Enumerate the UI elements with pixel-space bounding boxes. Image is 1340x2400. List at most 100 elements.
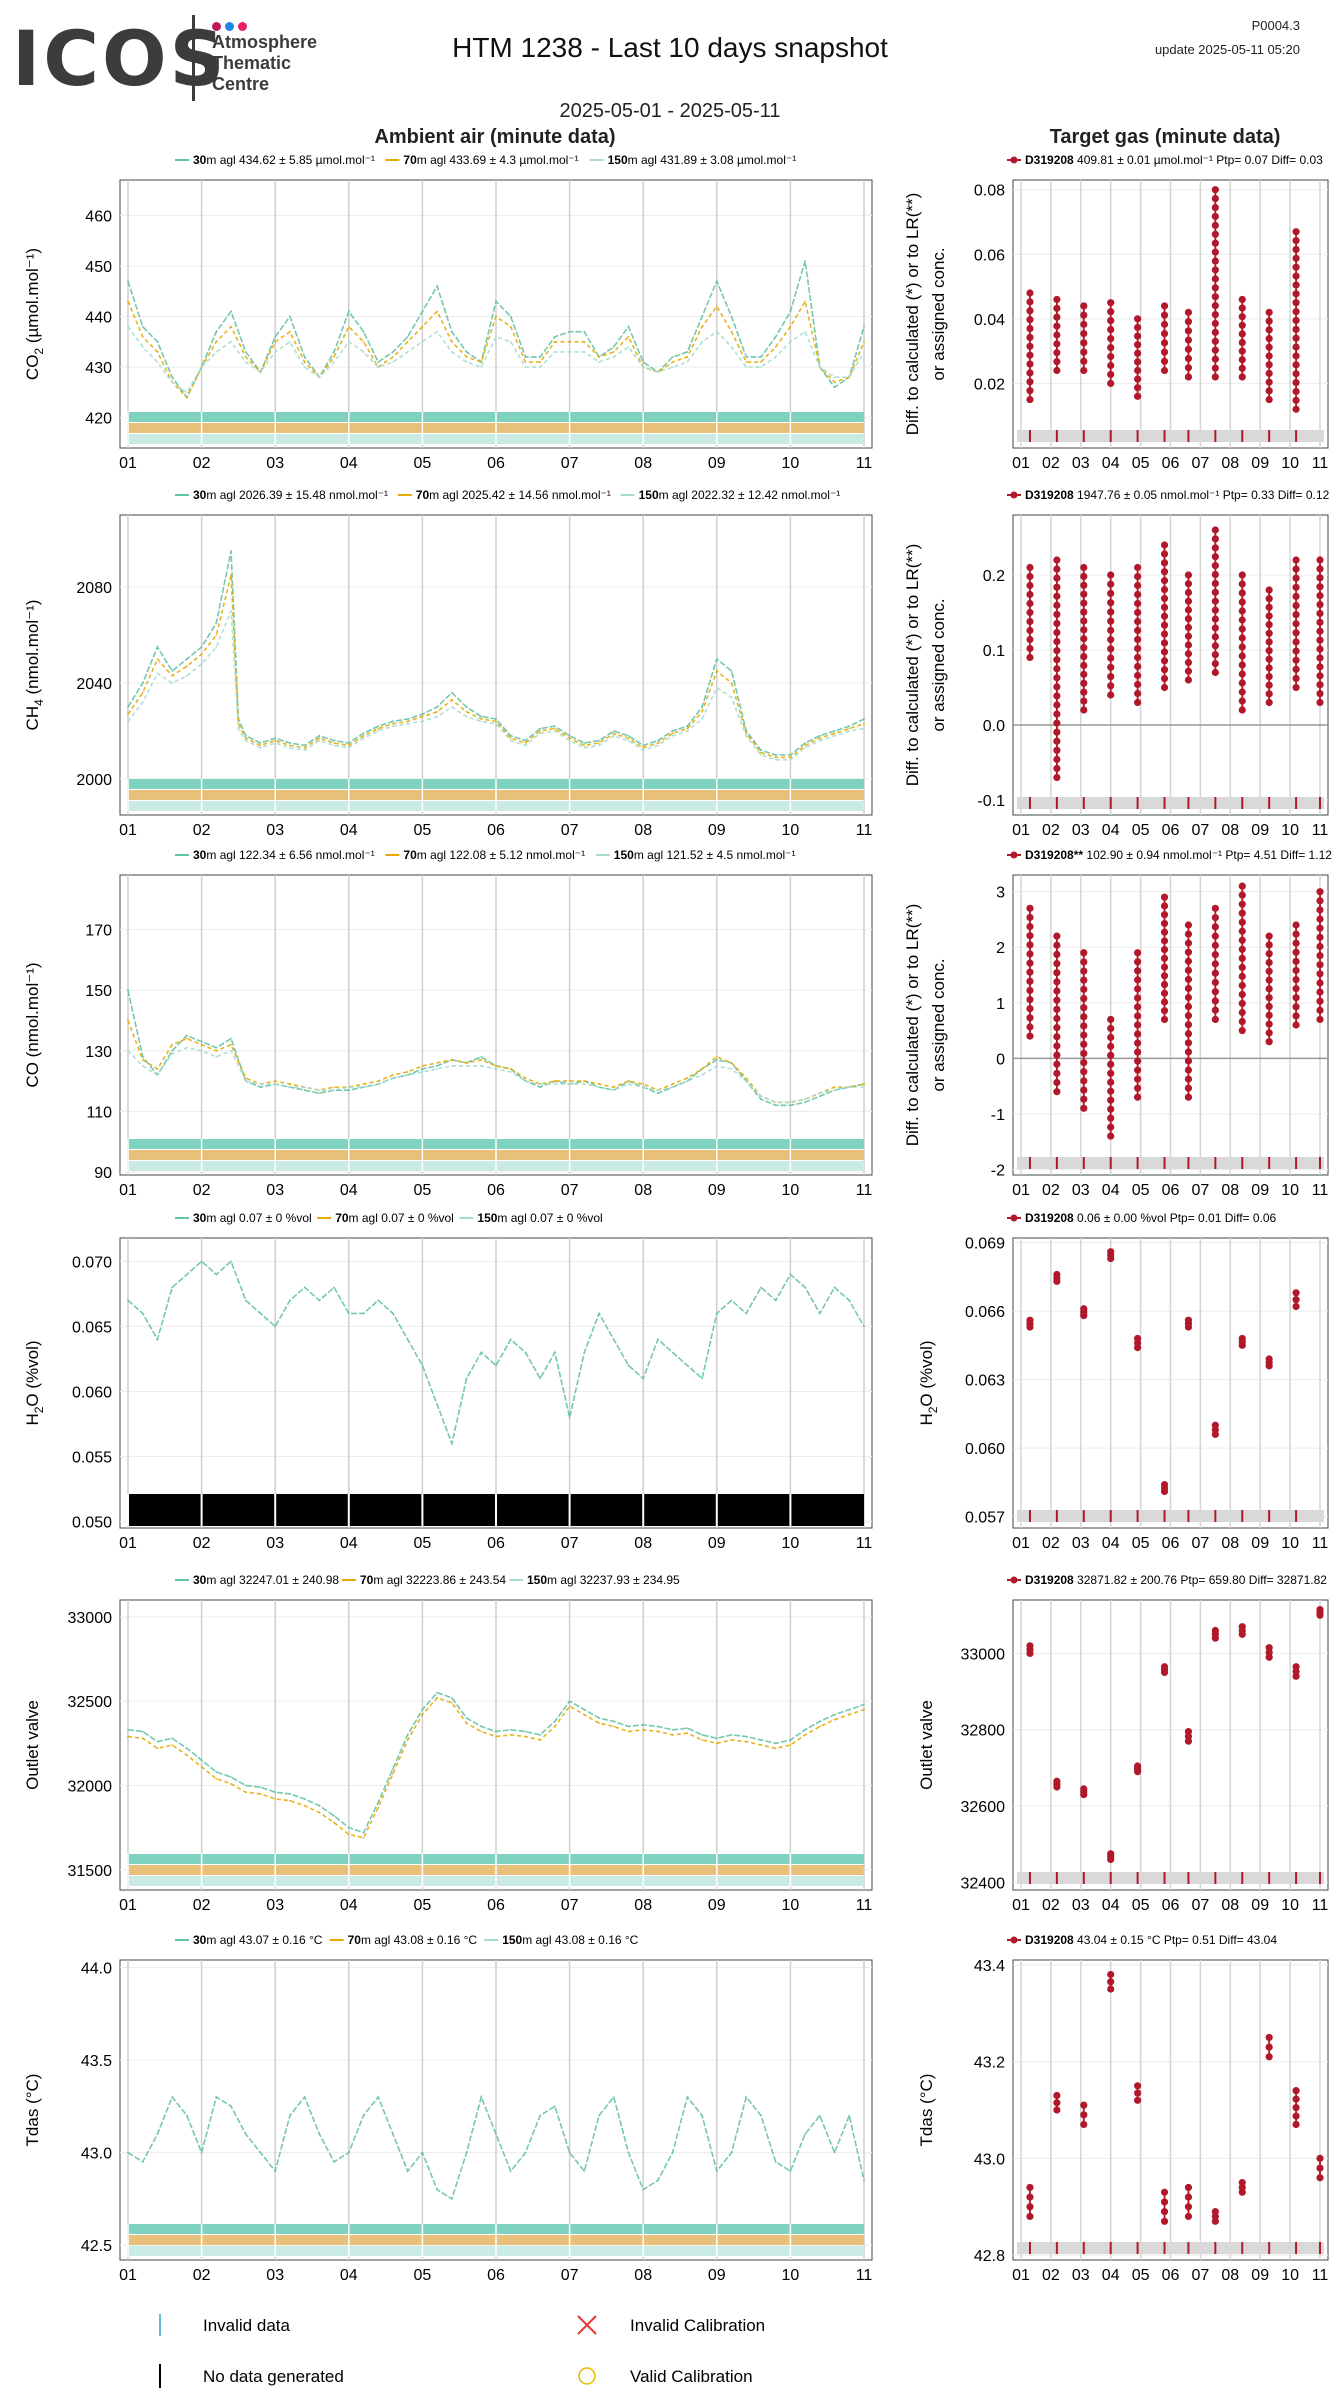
x-tick-label: 09 bbox=[1251, 2267, 1269, 2284]
data-point bbox=[568, 1083, 571, 1085]
target-point bbox=[1160, 320, 1169, 328]
data-point bbox=[171, 1286, 173, 1289]
data-point bbox=[598, 356, 600, 358]
target-point bbox=[1134, 698, 1142, 707]
target-point bbox=[1107, 626, 1115, 634]
data-point bbox=[554, 1080, 556, 1082]
legend-entry: D319208 43.04 ± 0.15 °C Ptp= 0.51 Diff= … bbox=[1025, 1933, 1277, 1947]
target-point bbox=[1211, 923, 1219, 931]
target-point bbox=[1211, 579, 1219, 588]
data-point bbox=[863, 341, 865, 343]
data-point bbox=[642, 1723, 644, 1726]
x-tick-label: 07 bbox=[561, 2267, 579, 2284]
data-point bbox=[465, 711, 468, 713]
data-point bbox=[186, 675, 188, 677]
target-point bbox=[1026, 986, 1034, 995]
target-point bbox=[1053, 1069, 1061, 1077]
data-point bbox=[627, 325, 630, 328]
data-point bbox=[524, 361, 527, 363]
data-point bbox=[774, 1104, 777, 1107]
x-tick-label: 06 bbox=[487, 2267, 505, 2284]
target-point bbox=[1134, 375, 1142, 383]
x-tick-label: 03 bbox=[266, 1182, 284, 1199]
target-point bbox=[1238, 571, 1246, 579]
data-point bbox=[436, 330, 438, 333]
x-tick-label: 01 bbox=[119, 1897, 137, 1914]
data-point bbox=[612, 730, 615, 732]
data-point bbox=[348, 744, 350, 747]
target-point bbox=[1265, 932, 1273, 940]
data-point bbox=[289, 742, 291, 744]
data-point bbox=[657, 2179, 659, 2182]
target-chart: 0.057 0.060 0.063 0.066 0.069 01 02 03 04 05 06 07 0… bbox=[917, 1211, 1329, 1552]
data-point bbox=[495, 315, 497, 318]
data-point bbox=[789, 756, 792, 759]
data-point bbox=[451, 2198, 453, 2200]
data-point bbox=[303, 366, 306, 368]
data-point bbox=[362, 737, 365, 739]
x-tick-label: 08 bbox=[1221, 1897, 1239, 1914]
data-point bbox=[774, 356, 777, 358]
data-point bbox=[230, 1043, 232, 1046]
target-point bbox=[1080, 608, 1088, 616]
data-point bbox=[421, 1364, 424, 1367]
legend-entry: D319208** 102.90 ± 0.94 nmol.mol⁻¹ Ptp= … bbox=[1025, 848, 1332, 862]
x-tick-label: 01 bbox=[1012, 455, 1030, 472]
target-point bbox=[1184, 658, 1193, 667]
data-point bbox=[451, 1065, 453, 1067]
data-point bbox=[539, 2114, 541, 2117]
target-point bbox=[1238, 652, 1246, 660]
target-point bbox=[1080, 563, 1088, 572]
target-point bbox=[1107, 1042, 1115, 1050]
data-point bbox=[465, 1062, 468, 1064]
data-point bbox=[377, 727, 380, 730]
data-point bbox=[127, 300, 129, 303]
status-band bbox=[1017, 797, 1324, 809]
target-point bbox=[1160, 998, 1169, 1006]
y-tick-label: 130 bbox=[85, 1044, 112, 1061]
data-point bbox=[539, 727, 541, 730]
data-point bbox=[789, 341, 792, 343]
target-point bbox=[1238, 598, 1246, 606]
target-point bbox=[1292, 334, 1300, 342]
x-tick-label: 04 bbox=[340, 1535, 358, 1552]
target-point bbox=[1184, 597, 1193, 605]
target-point bbox=[1134, 608, 1142, 617]
y-tick-label: 0.060 bbox=[965, 1441, 1005, 1458]
legend-entry: 150m agl 32237.93 ± 234.95 bbox=[527, 1573, 680, 1587]
target-point bbox=[1053, 932, 1061, 940]
data-point bbox=[421, 1071, 424, 1073]
data-point bbox=[127, 1735, 129, 1738]
data-point bbox=[583, 351, 586, 353]
data-point bbox=[612, 735, 615, 737]
data-point bbox=[141, 346, 144, 348]
data-point bbox=[598, 1083, 600, 1085]
x-tick-label: 06 bbox=[487, 822, 505, 839]
target-point bbox=[1160, 902, 1169, 910]
target-point bbox=[1292, 2095, 1300, 2103]
target-point bbox=[1238, 679, 1246, 687]
target-point bbox=[1316, 574, 1324, 582]
data-point bbox=[421, 2151, 424, 2154]
data-point bbox=[259, 1086, 262, 1088]
data-point bbox=[480, 720, 483, 723]
target-point bbox=[1107, 1248, 1115, 1256]
x-tick-label: 04 bbox=[1102, 1535, 1120, 1552]
data-point bbox=[318, 1092, 321, 1094]
data-point bbox=[495, 1730, 497, 1733]
y-tick-label: 42.8 bbox=[974, 2248, 1005, 2265]
data-point bbox=[495, 300, 497, 303]
data-point bbox=[156, 1068, 159, 1070]
target-point bbox=[1238, 338, 1246, 347]
target-legend: D319208 43.04 ± 0.15 °C Ptp= 0.51 Diff= … bbox=[1007, 1933, 1277, 1947]
target-point bbox=[1316, 951, 1324, 960]
data-point bbox=[554, 2105, 556, 2108]
target-point bbox=[1080, 1040, 1088, 1048]
x-tick-label: 10 bbox=[1281, 822, 1299, 839]
target-point bbox=[1211, 195, 1219, 203]
data-point bbox=[244, 1077, 247, 1079]
x-tick-label: 11 bbox=[1312, 455, 1329, 472]
data-point bbox=[716, 2170, 718, 2172]
target-point bbox=[1316, 1605, 1324, 1614]
data-point bbox=[156, 2133, 159, 2135]
